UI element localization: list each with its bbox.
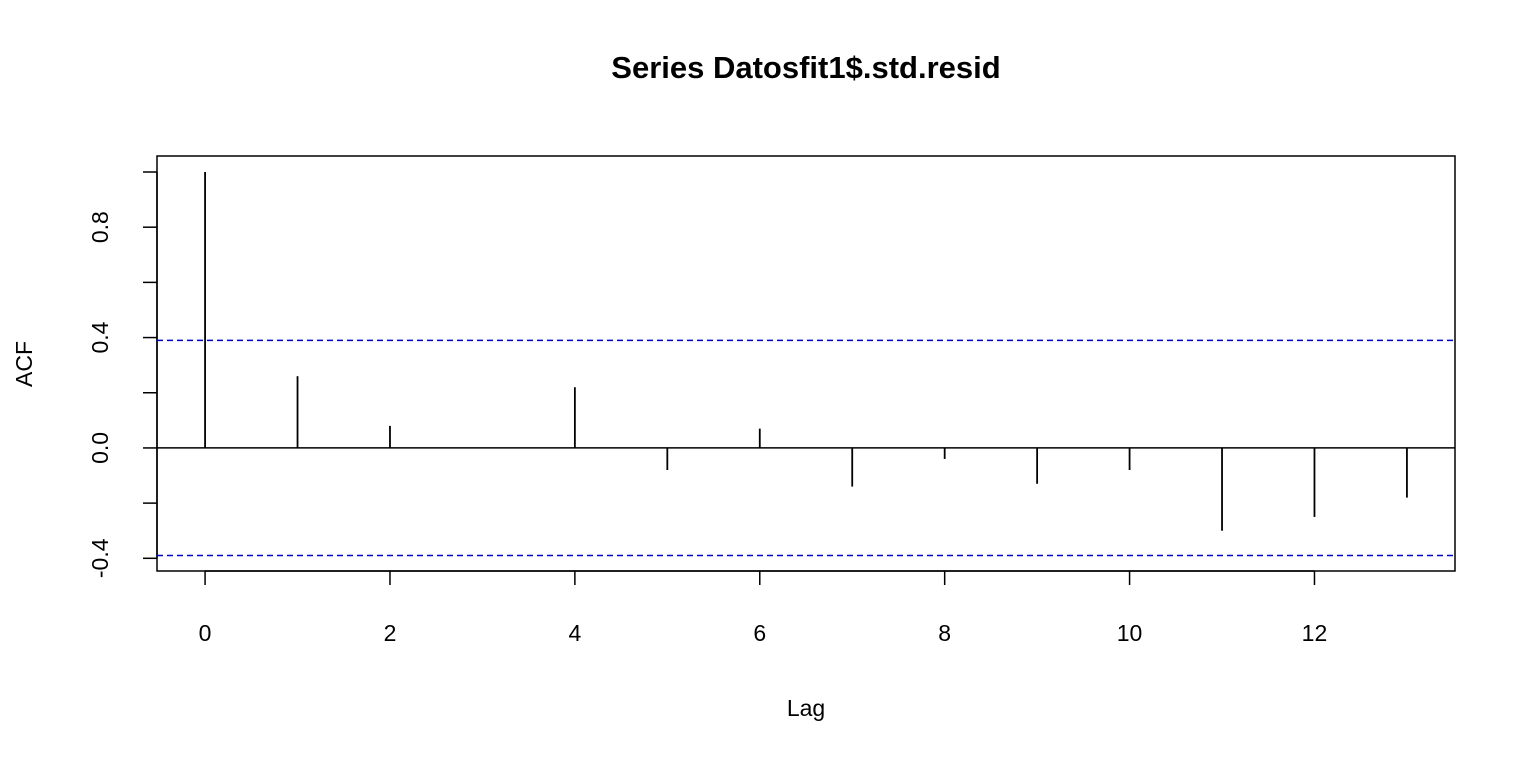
chart-title: Series Datosfit1$.std.resid bbox=[611, 50, 1000, 85]
x-tick-label: 10 bbox=[1117, 620, 1143, 646]
y-tick-label: 0.4 bbox=[87, 321, 113, 353]
y-tick-label: 0.8 bbox=[87, 211, 113, 243]
x-tick-label: 0 bbox=[199, 620, 212, 646]
y-axis-label: ACF bbox=[11, 341, 37, 387]
x-tick-label: 6 bbox=[753, 620, 766, 646]
x-tick-label: 2 bbox=[384, 620, 397, 646]
y-tick-label: -0.4 bbox=[87, 538, 113, 578]
x-tick-label: 12 bbox=[1302, 620, 1328, 646]
x-axis-label: Lag bbox=[787, 695, 825, 721]
x-tick-label: 8 bbox=[938, 620, 951, 646]
x-tick-label: 4 bbox=[568, 620, 581, 646]
y-tick-label: 0.0 bbox=[87, 432, 113, 464]
